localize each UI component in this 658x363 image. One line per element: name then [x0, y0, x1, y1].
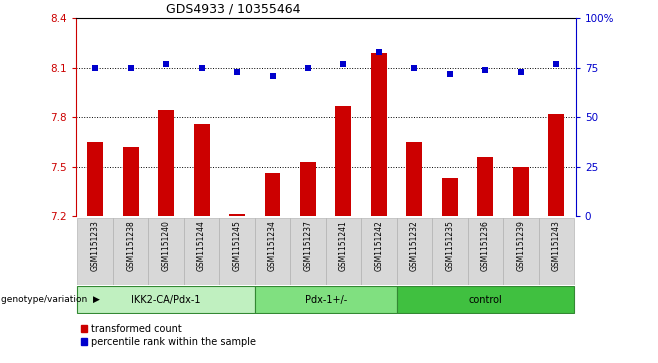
Bar — [193, 124, 209, 216]
Text: GDS4933 / 10355464: GDS4933 / 10355464 — [166, 3, 300, 16]
Point — [126, 65, 136, 70]
Bar — [219, 218, 255, 285]
Bar — [468, 218, 503, 285]
Point — [267, 73, 278, 78]
Text: GSM1151237: GSM1151237 — [303, 220, 313, 271]
Point — [161, 61, 171, 66]
Bar — [265, 173, 280, 216]
Text: GSM1151235: GSM1151235 — [445, 220, 454, 271]
Bar — [290, 218, 326, 285]
Bar — [397, 218, 432, 285]
Bar — [538, 218, 574, 285]
Text: GSM1151242: GSM1151242 — [374, 220, 384, 270]
Point — [480, 67, 491, 73]
Bar — [326, 218, 361, 285]
Point — [338, 61, 349, 66]
Bar — [88, 142, 103, 216]
Bar — [336, 106, 351, 216]
Bar — [122, 147, 139, 216]
Text: GSM1151241: GSM1151241 — [339, 220, 348, 270]
Point — [232, 69, 242, 74]
Point — [445, 71, 455, 77]
Bar — [300, 162, 316, 216]
Text: GSM1151245: GSM1151245 — [232, 220, 241, 271]
Text: GSM1151239: GSM1151239 — [517, 220, 525, 271]
Bar — [158, 110, 174, 216]
Text: GSM1151244: GSM1151244 — [197, 220, 206, 271]
Point — [409, 65, 420, 70]
Bar — [255, 286, 397, 313]
Point — [196, 65, 207, 70]
Bar — [184, 218, 219, 285]
Point — [374, 49, 384, 55]
Point — [551, 61, 561, 66]
Bar — [229, 214, 245, 216]
Bar — [513, 167, 529, 216]
Point — [90, 65, 101, 70]
Bar — [548, 114, 564, 216]
Bar — [78, 286, 255, 313]
Point — [515, 69, 526, 74]
Text: GSM1151238: GSM1151238 — [126, 220, 135, 270]
Bar — [442, 178, 458, 216]
Bar — [432, 218, 468, 285]
Bar — [397, 286, 574, 313]
Bar — [148, 218, 184, 285]
Bar — [477, 157, 494, 216]
Text: GSM1151232: GSM1151232 — [410, 220, 419, 270]
Text: Pdx-1+/-: Pdx-1+/- — [305, 295, 347, 305]
Bar — [407, 142, 422, 216]
Text: genotype/variation  ▶: genotype/variation ▶ — [1, 295, 100, 304]
Bar — [361, 218, 397, 285]
Text: GSM1151240: GSM1151240 — [162, 220, 170, 271]
Bar — [255, 218, 290, 285]
Text: GSM1151243: GSM1151243 — [552, 220, 561, 271]
Bar — [503, 218, 538, 285]
Legend: transformed count, percentile rank within the sample: transformed count, percentile rank withi… — [80, 324, 256, 347]
Text: IKK2-CA/Pdx-1: IKK2-CA/Pdx-1 — [132, 295, 201, 305]
Text: GSM1151233: GSM1151233 — [91, 220, 99, 271]
Bar — [371, 53, 387, 216]
Bar — [113, 218, 148, 285]
Bar — [78, 218, 113, 285]
Text: GSM1151236: GSM1151236 — [481, 220, 490, 271]
Text: control: control — [468, 295, 502, 305]
Point — [303, 65, 313, 70]
Text: GSM1151234: GSM1151234 — [268, 220, 277, 271]
